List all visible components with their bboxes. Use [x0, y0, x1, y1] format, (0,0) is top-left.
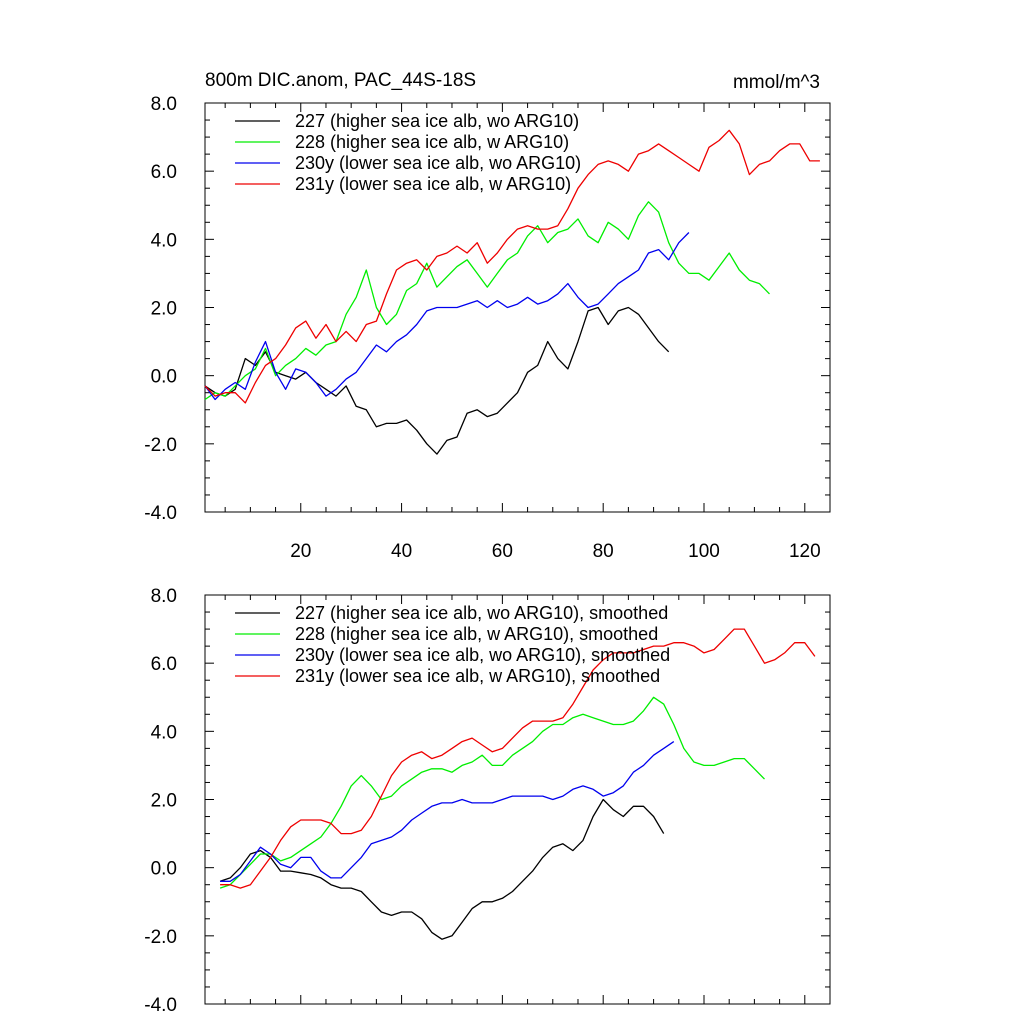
y-axis: -4.0 -2.0 0.0 2.0 4.0 6.0 8.0 — [144, 586, 830, 1016]
y-tick-label: 6.0 — [151, 162, 177, 183]
units-label: mmol/m^3 — [733, 72, 820, 93]
series-line — [219, 696, 765, 889]
legend-label: 228 (higher sea ice alb, w ARG10) — [295, 132, 569, 152]
series-line — [204, 232, 690, 401]
y-tick-label: 8.0 — [151, 94, 177, 115]
y-tick-label: 6.0 — [151, 654, 177, 675]
bottom-panel: -4.0 -2.0 0.0 2.0 4.0 6.0 8.0 227 (higher sea … — [144, 586, 831, 1016]
y-tick-label: -2.0 — [144, 927, 177, 948]
y-axis: -4.0 -2.0 0.0 2.0 4.0 6.0 8.0 — [144, 94, 830, 524]
x-axis: 20 40 60 80 100 120 — [224, 103, 831, 562]
series-line — [204, 129, 820, 404]
x-tick-label: 80 — [593, 541, 614, 562]
legend: 227 (higher sea ice alb, wo ARG10), smoo… — [235, 603, 670, 686]
legend-label: 231y (lower sea ice alb, w ARG10) — [295, 174, 571, 194]
chart-title: 800m DIC.anom, PAC_44S-18S — [205, 70, 476, 91]
series-lines — [219, 628, 816, 940]
series-line — [220, 628, 816, 889]
series-line — [204, 306, 670, 455]
legend-label: 231y (lower sea ice alb, w ARG10), smoot… — [295, 666, 660, 686]
y-tick-label: 8.0 — [151, 586, 177, 607]
x-tick-label: 100 — [688, 541, 720, 562]
x-tick-label: 40 — [391, 541, 412, 562]
legend-label: 227 (higher sea ice alb, wo ARG10) — [295, 111, 579, 131]
x-tick-label: 60 — [492, 541, 513, 562]
y-tick-label: 4.0 — [151, 722, 177, 743]
legend-label: 227 (higher sea ice alb, wo ARG10), smoo… — [295, 603, 668, 623]
series-line — [219, 798, 665, 940]
y-tick-label: 2.0 — [151, 299, 177, 320]
y-tick-label: -4.0 — [144, 503, 177, 524]
top-panel: 800m DIC.anom, PAC_44S-18S mmol/m^3 -4.0… — [144, 70, 831, 562]
legend: 227 (higher sea ice alb, wo ARG10)228 (h… — [235, 111, 581, 194]
series-line — [220, 741, 675, 882]
series-line — [204, 201, 770, 401]
x-tick-label: 20 — [290, 541, 311, 562]
y-tick-label: -4.0 — [144, 995, 177, 1016]
y-tick-label: 2.0 — [151, 791, 177, 812]
legend-label: 228 (higher sea ice alb, w ARG10), smoot… — [295, 624, 658, 644]
y-tick-label: -2.0 — [144, 435, 177, 456]
y-tick-label: 0.0 — [151, 859, 177, 880]
legend-label: 230y (lower sea ice alb, wo ARG10), smoo… — [295, 645, 670, 665]
y-tick-label: 0.0 — [151, 367, 177, 388]
y-tick-label: 4.0 — [151, 230, 177, 251]
x-tick-label: 120 — [789, 541, 821, 562]
legend-label: 230y (lower sea ice alb, wo ARG10) — [295, 153, 581, 173]
x-axis — [224, 595, 831, 1004]
series-lines — [204, 129, 820, 455]
